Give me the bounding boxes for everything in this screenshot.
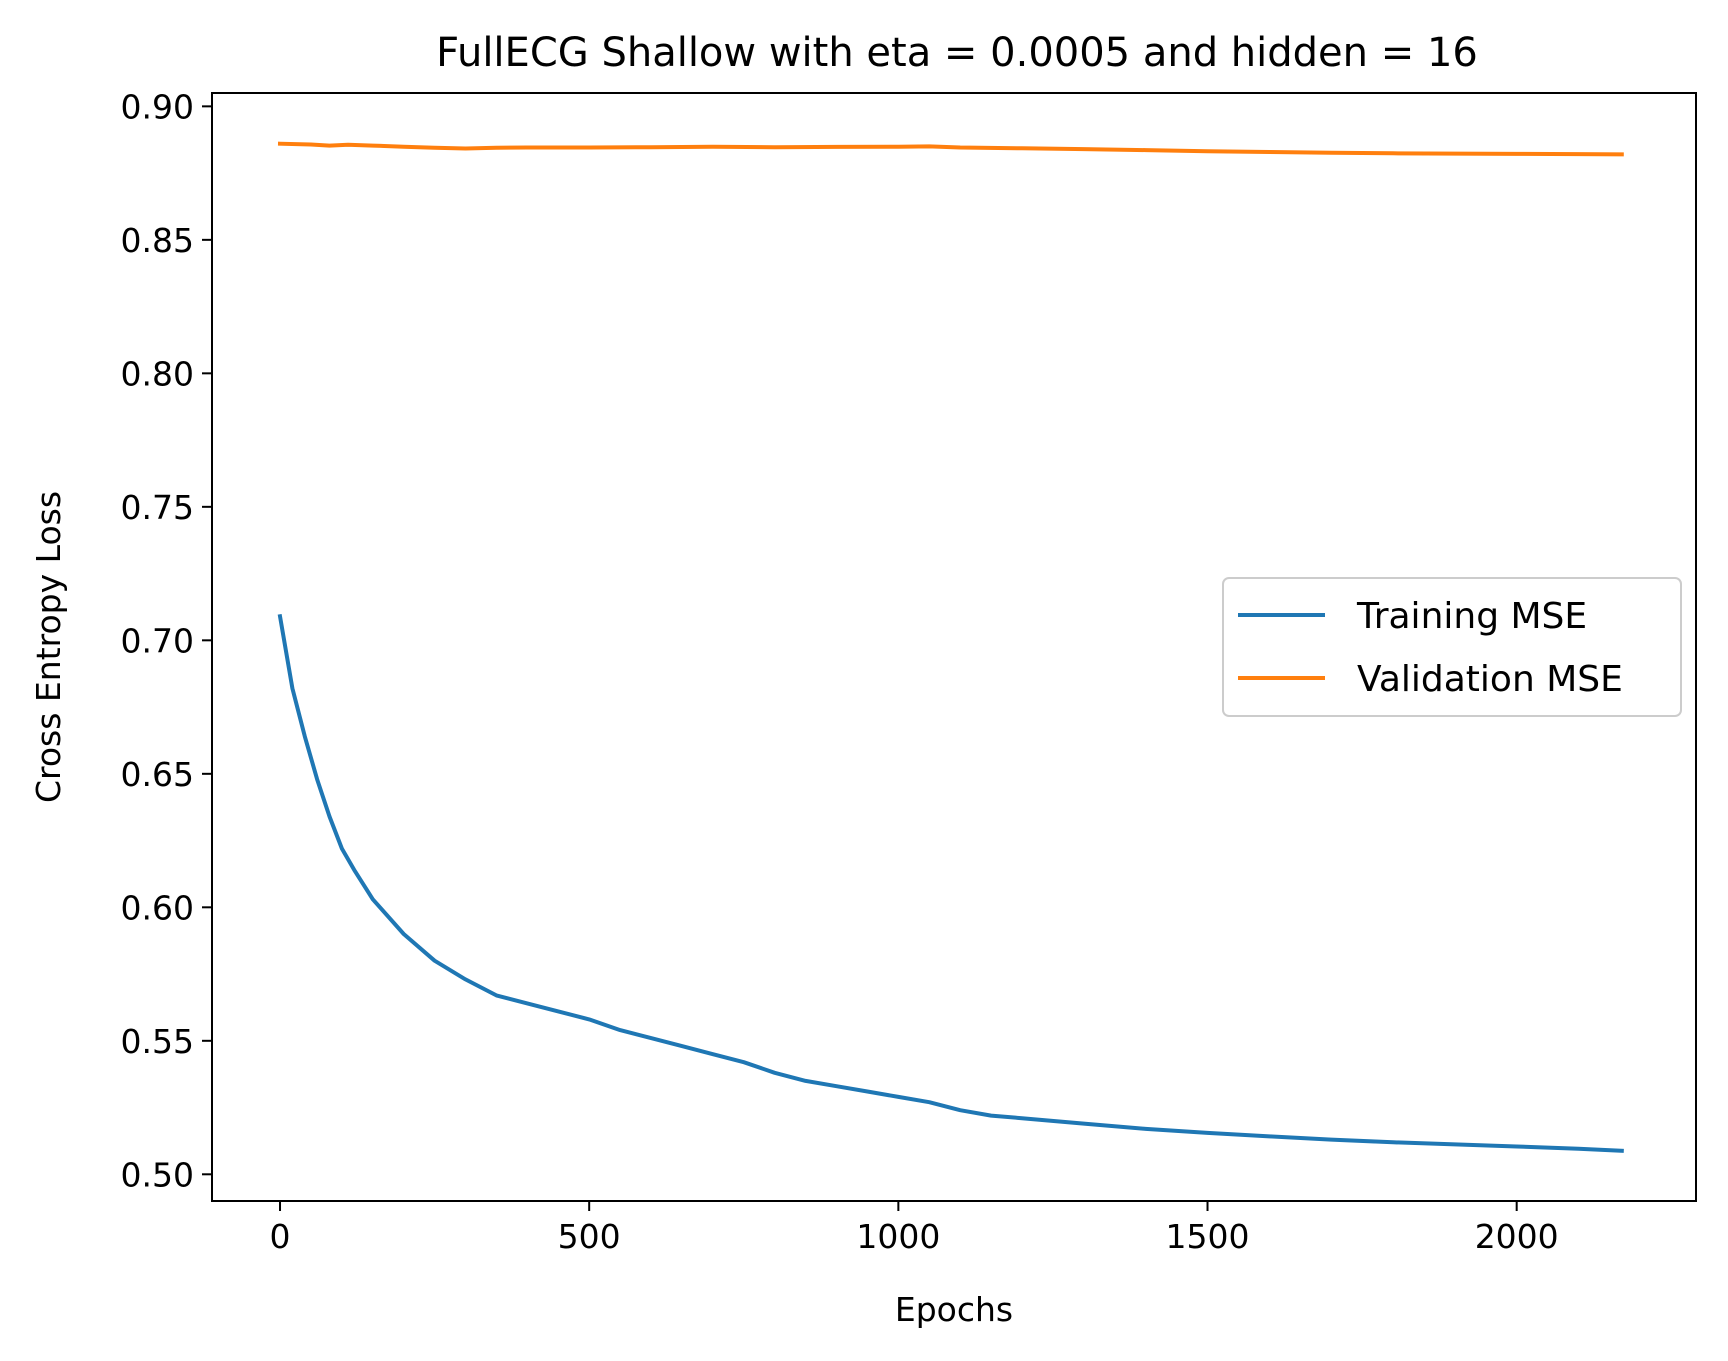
- y-tick-label: 0.65: [121, 755, 194, 794]
- legend-box: [1222, 577, 1682, 717]
- x-tick-label: 500: [558, 1217, 621, 1256]
- series-layer: [277, 141, 1624, 1153]
- x-tick-label: 1500: [1166, 1217, 1250, 1256]
- y-tick-label: 0.60: [121, 888, 194, 927]
- legend-label-validation: Validation MSE: [1357, 659, 1623, 700]
- y-tick-label: 0.75: [121, 488, 194, 527]
- y-tick-label: 0.90: [121, 87, 194, 126]
- y-tick-label: 0.85: [121, 221, 194, 260]
- x-tick-label: 2000: [1475, 1217, 1559, 1256]
- x-axis-ticks: 0 500 1000 1500 2000: [270, 1201, 1559, 1256]
- y-tick-label: 0.70: [121, 621, 194, 660]
- y-tick-label: 0.50: [121, 1155, 194, 1194]
- x-tick-label: 0: [270, 1217, 291, 1256]
- plot-frame: [211, 92, 1697, 1202]
- x-tick-label: 1000: [856, 1217, 940, 1256]
- legend: Training MSE Validation MSE: [1222, 577, 1682, 717]
- series-line-1: [277, 141, 1624, 157]
- y-tick-label: 0.55: [121, 1022, 194, 1061]
- y-axis-ticks: 0.50 0.55 0.60 0.65 0.70 0.75 0.80 0.85 0.90: [121, 87, 212, 1194]
- series-line-0: [277, 613, 1624, 1153]
- x-axis-label: Epochs: [895, 1290, 1013, 1329]
- y-axis-label: Cross Entropy Loss: [29, 491, 68, 803]
- legend-label-training: Training MSE: [1356, 596, 1587, 637]
- chart-title: FullECG Shallow with eta = 0.0005 and hi…: [436, 30, 1478, 76]
- y-tick-label: 0.80: [121, 354, 194, 393]
